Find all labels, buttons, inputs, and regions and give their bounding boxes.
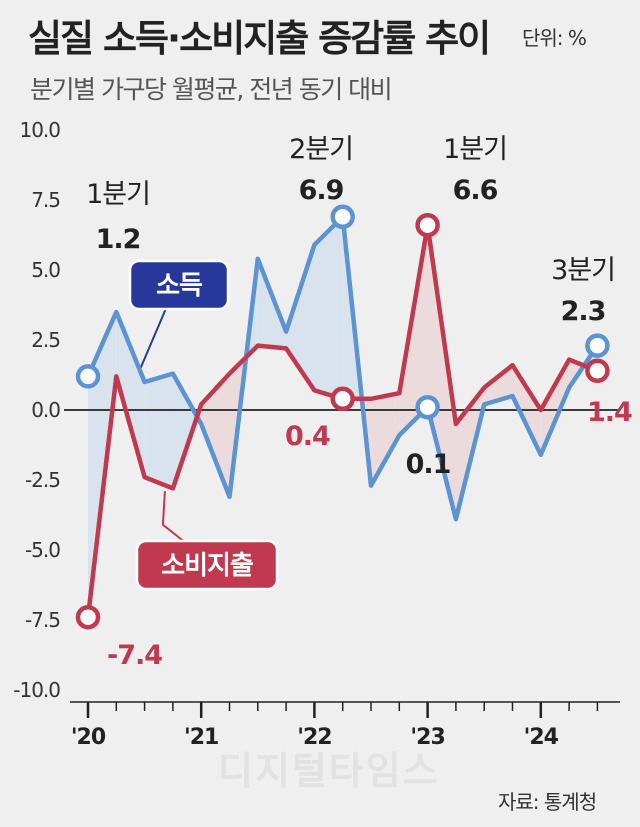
chart-subtitle: 분기별 가구당 월평균, 전년 동기 대비 (30, 75, 393, 104)
data-point-marker (585, 333, 610, 358)
fill-segment-10 (371, 393, 400, 486)
x-tick-label: '20 (71, 725, 106, 750)
y-tick-label: 10.0 (19, 118, 60, 142)
y-tick-label: 5.0 (31, 258, 60, 282)
data-label: 1.2 (96, 224, 141, 255)
y-tick-label: 0.0 (31, 398, 60, 422)
data-point-marker (415, 394, 440, 420)
fill-segment-7 (286, 244, 315, 391)
x-tick-label: '24 (524, 725, 559, 750)
data-point-marker (585, 358, 610, 384)
fill-segment-4 (201, 373, 230, 497)
data-label: 6.9 (299, 175, 344, 206)
income-leader-line (139, 305, 184, 369)
annotation-quarter-label: 1분기 (86, 179, 150, 210)
y-tick-label: 2.5 (31, 328, 60, 352)
data-label: 6.6 (453, 175, 498, 206)
data-label: -7.4 (107, 640, 162, 671)
spending-leader-line (161, 491, 187, 544)
fill-segment-3a (172, 373, 198, 489)
annotation-quarter-label: 1분기 (443, 134, 507, 165)
legend-badge-spending-bg (135, 539, 279, 591)
data-point-marker (75, 604, 101, 630)
data-point-marker (330, 386, 355, 412)
legend-badge-income: 소득 (156, 271, 203, 301)
annotation-quarter-label: 2분기 (289, 134, 353, 165)
chart-title: 실질 소득·소비지출 증감률 추이 (28, 17, 491, 60)
legend-badge-income-bg (128, 259, 230, 311)
markers-layer (75, 204, 610, 630)
data-point-marker (415, 212, 440, 238)
y-tick-label: 7.5 (31, 188, 60, 212)
fill-segment-2 (144, 373, 173, 489)
source-note: 자료: 통계청 (498, 790, 597, 814)
x-tick-label: '21 (184, 725, 218, 750)
y-tick-label: -10.0 (13, 678, 60, 702)
fill-segment-1 (116, 312, 145, 478)
fill-segment-16 (540, 359, 570, 455)
fill-segment-14 (484, 365, 513, 405)
fill-segment-12 (427, 225, 456, 520)
x-tick-label: '22 (297, 725, 331, 750)
x-tick-label: '23 (410, 725, 444, 750)
data-point-marker (75, 364, 101, 389)
data-label: 0.1 (406, 449, 451, 480)
data-label: 1.4 (587, 397, 632, 428)
data-label: 0.4 (285, 421, 330, 452)
unit-label: 단위: % (522, 26, 587, 50)
data-label: 2.3 (561, 296, 606, 327)
y-tick-label: -7.5 (25, 608, 60, 632)
y-tick-label: -2.5 (25, 468, 60, 492)
fill-segment-8 (314, 216, 343, 399)
annotation-quarter-label: 3분기 (551, 255, 615, 286)
legend-badge-spending: 소비지출 (161, 551, 253, 581)
data-point-marker (330, 204, 355, 230)
y-tick-label: -5.0 (25, 538, 60, 562)
watermark: 디지털타임스 (218, 749, 440, 793)
labels-layer: 1분기 1.2 2분기 6.9 1분기 6.6 3분기 2.3 -7.4 0.4 0.1 1.4 소득소… (86, 134, 633, 671)
axes-layer: 10.0 7.5 5.0 2.5 0.0 -2.5 -5.0 -7.5 -10.0 '20 '21 '… (13, 118, 620, 750)
